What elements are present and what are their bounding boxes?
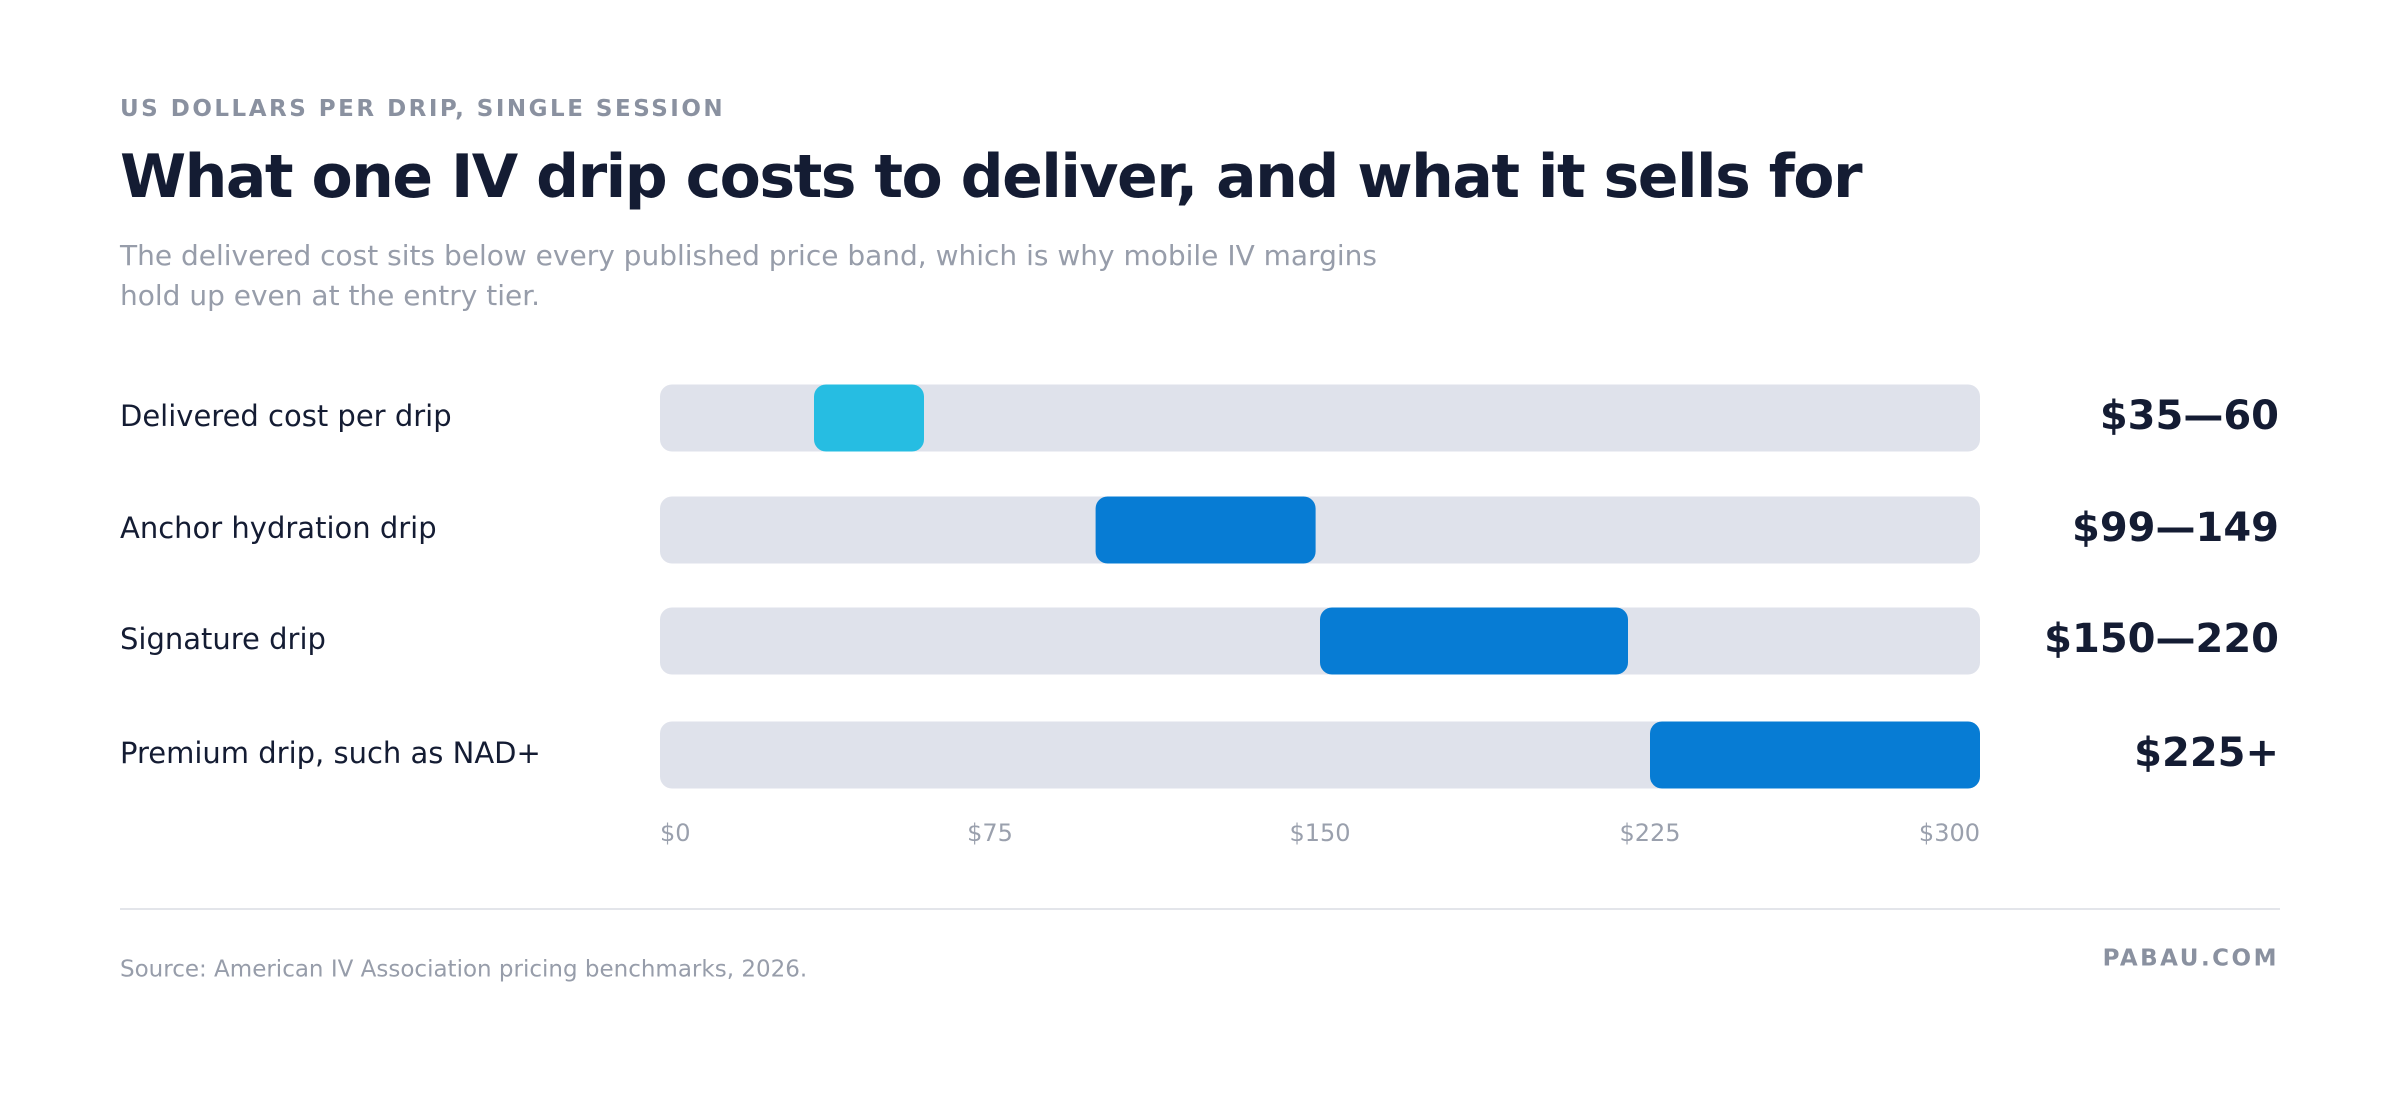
x-tick-label: $75 bbox=[967, 819, 1013, 847]
chart-subtitle: The delivered cost sits below every publ… bbox=[120, 239, 1377, 312]
x-tick-label: $225 bbox=[1619, 819, 1680, 847]
range-bar bbox=[1650, 721, 1980, 789]
kicker: US DOLLARS PER DRIP, SINGLE SESSION bbox=[120, 96, 726, 122]
value-label: $35—60 bbox=[2100, 393, 2279, 439]
x-tick-label: $150 bbox=[1289, 819, 1350, 847]
track bbox=[660, 496, 1980, 564]
x-tick-label: $300 bbox=[1919, 819, 1980, 847]
brand: PABAU.COM bbox=[2103, 946, 2279, 972]
category-label: Signature drip bbox=[120, 622, 326, 656]
source: Source: American IV Association pricing … bbox=[120, 957, 807, 983]
value-label: $99—149 bbox=[2072, 505, 2279, 551]
value-label: $150—220 bbox=[2044, 616, 2279, 662]
category-label: Delivered cost per drip bbox=[120, 399, 452, 433]
track bbox=[660, 384, 1980, 452]
value-label: $225+ bbox=[2134, 730, 2279, 776]
category-label: Anchor hydration drip bbox=[120, 511, 437, 545]
chart-title: What one IV drip costs to deliver, and w… bbox=[120, 142, 1863, 212]
category-label: Premium drip, such as NAD+ bbox=[120, 736, 541, 770]
range-bar bbox=[1320, 607, 1628, 675]
x-tick-label: $0 bbox=[660, 819, 691, 847]
range-bar bbox=[1095, 496, 1316, 564]
range-bar bbox=[814, 384, 924, 452]
